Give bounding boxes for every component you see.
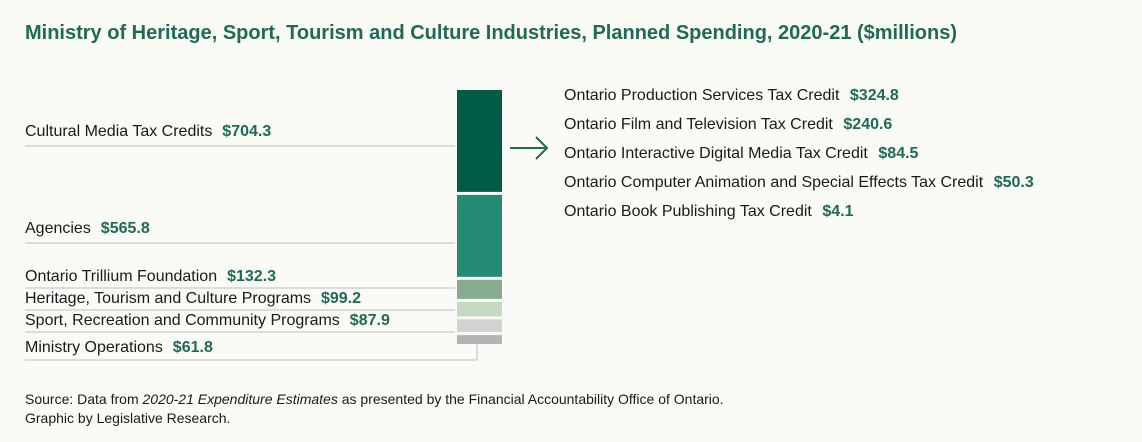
- category-label: Cultural Media Tax Credits: [25, 123, 212, 140]
- breakdown-list: Ontario Production Services Tax Credit $3…: [564, 87, 1034, 220]
- bar-segment-6: [457, 335, 502, 344]
- breakdown-value: $4.1: [822, 203, 853, 220]
- value-label: $704.3: [222, 123, 271, 140]
- source-note: Source: Data from 2020-21 Expenditure Es…: [25, 390, 724, 428]
- breakdown-label: Ontario Production Services Tax Credit: [564, 87, 840, 104]
- value-label: $565.8: [101, 220, 150, 237]
- bar-segment-1: [457, 90, 502, 192]
- bar-segment-5: [457, 319, 502, 332]
- breakdown-value: $240.6: [843, 116, 892, 133]
- breakdown-value: $84.5: [878, 145, 918, 162]
- breakdown-label: Ontario Film and Television Tax Credit: [564, 116, 833, 133]
- breakdown-value: $324.8: [850, 87, 899, 104]
- breakdown-label: Ontario Book Publishing Tax Credit: [564, 203, 812, 220]
- bar-segment-4: [457, 302, 502, 317]
- category-label: Agencies: [25, 220, 91, 237]
- arrow-icon: [510, 136, 549, 160]
- breakdown-label: Ontario Interactive Digital Media Tax Cr…: [564, 145, 868, 162]
- bar-segment-3: [457, 279, 502, 299]
- value-label: $61.8: [173, 339, 213, 356]
- breakdown-value: $50.3: [994, 174, 1034, 191]
- source-line-2: Graphic by Legislative Research.: [25, 410, 231, 426]
- value-label: $87.9: [350, 312, 390, 329]
- category-label: Ministry Operations: [25, 339, 163, 356]
- breakdown-label: Ontario Computer Animation and Special E…: [564, 174, 984, 191]
- category-label: Heritage, Tourism and Culture Programs: [25, 290, 311, 307]
- source-line-1: Source: Data from 2020-21 Expenditure Es…: [25, 391, 724, 407]
- bar-segment-2: [457, 194, 502, 277]
- category-label: Ontario Trillium Foundation: [25, 268, 217, 285]
- value-label: $132.3: [227, 268, 276, 285]
- chart-title: Ministry of Heritage, Sport, Tourism and…: [25, 22, 958, 44]
- stacked-bar: Cultural Media Tax Credits $704.3 Agencies…: [25, 90, 502, 361]
- value-label: $99.2: [321, 290, 361, 307]
- spending-chart: Cultural Media Tax Credits $704.3 Agencies…: [25, 87, 1034, 361]
- category-label: Sport, Recreation and Community Programs: [25, 312, 340, 329]
